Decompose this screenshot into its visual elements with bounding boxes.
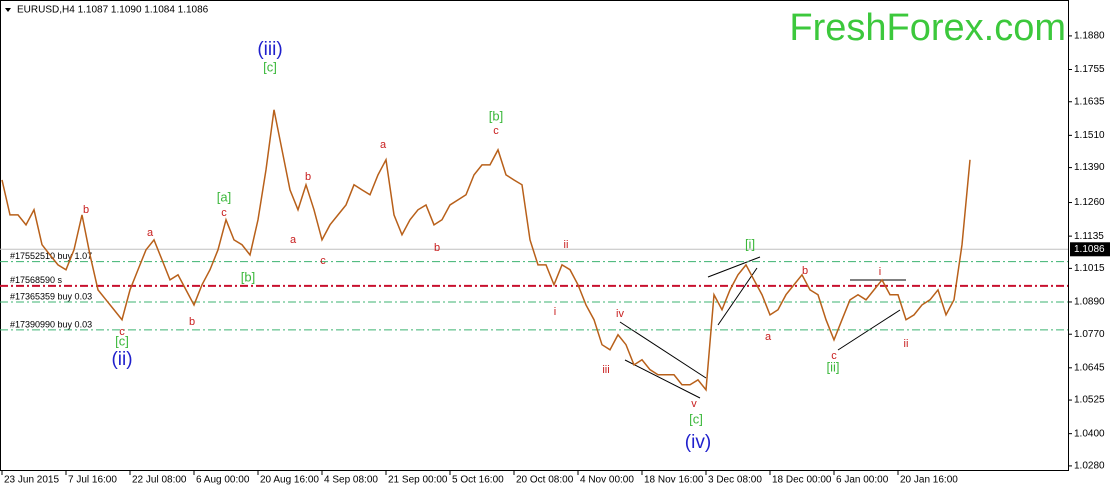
wave-label: b (83, 204, 89, 216)
y-tick-label: 1.0645 (1074, 362, 1105, 373)
y-tick-label: 1.0890 (1074, 297, 1105, 308)
x-tick-label: 18 Nov 16:00 (644, 475, 704, 486)
wave-label: iii (602, 364, 609, 376)
x-tick-label: 6 Jan 00:00 (836, 475, 889, 486)
order-label: #17568590 s (10, 275, 63, 285)
y-tick-label: 1.1135 (1074, 231, 1104, 242)
wave-label: a (765, 331, 772, 343)
wave-label: a (380, 139, 387, 151)
y-tick-label: 1.1015 (1074, 263, 1105, 274)
plot-frame (0, 0, 1069, 471)
price-line (1, 109, 971, 392)
wave-label: c (493, 125, 499, 137)
y-tick-label: 1.1755 (1074, 64, 1105, 75)
wave-label: (iii) (257, 39, 282, 60)
wave-label: c (320, 255, 326, 267)
wave-label: a (290, 234, 297, 246)
y-tick-label: 1.0770 (1074, 329, 1105, 340)
x-tick-label: 7 Jul 16:00 (68, 475, 117, 486)
wave-label: c (119, 326, 125, 338)
y-tick-label: 1.1510 (1074, 130, 1105, 141)
y-tick-label: 1.1260 (1074, 197, 1105, 208)
wave-label: v (691, 398, 697, 410)
wave-label: a (147, 227, 154, 239)
wave-label: [c] (689, 411, 703, 426)
y-tick-label: 1.1390 (1074, 162, 1105, 173)
wave-label: [b] (489, 108, 503, 123)
y-tick-label: 1.1880 (1074, 31, 1105, 42)
wave-label: b (802, 265, 808, 277)
x-tick-label: 20 Aug 16:00 (260, 475, 319, 486)
y-tick-label: 1.0280 (1074, 461, 1105, 472)
wave-label: (iv) (685, 432, 711, 453)
wave-label: [i] (745, 236, 755, 251)
wave-label: [a] (217, 189, 231, 204)
x-tick-label: 20 Oct 08:00 (516, 475, 574, 486)
header: EURUSD,H4 1.1087 1.1090 1.1084 1.1086 (17, 5, 209, 16)
wave-label: [b] (241, 269, 255, 284)
order-label: #17390990 buy 0.03 (10, 319, 92, 329)
x-tick-label: 4 Nov 00:00 (580, 475, 634, 486)
order-label: #17365359 buy 0.03 (10, 291, 92, 301)
x-tick-label: 22 Jul 08:00 (132, 475, 187, 486)
wave-label: ii (904, 338, 909, 350)
x-tick-label: 6 Aug 00:00 (196, 475, 250, 486)
wave-label: c (221, 207, 227, 219)
logo: FreshForex.com (789, 7, 1066, 49)
x-tick-label: 4 Sep 08:00 (324, 475, 378, 486)
y-tick-label: 1.1635 (1074, 96, 1105, 107)
wave-label: (ii) (111, 349, 132, 370)
wave-label: iv (616, 308, 624, 320)
wave-label: ii (564, 239, 569, 251)
wave-label: b (305, 171, 311, 183)
current-price-label: 1.1086 (1074, 244, 1105, 255)
wave-label: b (189, 316, 195, 328)
wave-label: [c] (263, 59, 277, 74)
x-tick-label: 5 Oct 16:00 (452, 475, 504, 486)
x-tick-label: 3 Dec 08:00 (708, 475, 762, 486)
x-tick-label: 21 Sep 00:00 (388, 475, 448, 486)
wave-label: c (831, 350, 837, 362)
x-tick-label: 20 Jan 16:00 (900, 475, 958, 486)
x-tick-label: 18 Dec 00:00 (772, 475, 832, 486)
wave-label: i (879, 266, 881, 278)
wave-label: [c] (115, 333, 129, 348)
trendlines (619, 256, 906, 399)
x-tick-label: 23 Jun 2015 (4, 475, 59, 486)
current-price-box (1070, 242, 1110, 257)
wave-label: i (554, 306, 556, 318)
menu-arrow (5, 8, 11, 12)
y-tick-label: 1.0400 (1074, 428, 1105, 439)
wave-label: [ii] (827, 359, 840, 374)
wave-label: b (434, 242, 440, 254)
y-tick-label: 1.0525 (1074, 395, 1105, 406)
